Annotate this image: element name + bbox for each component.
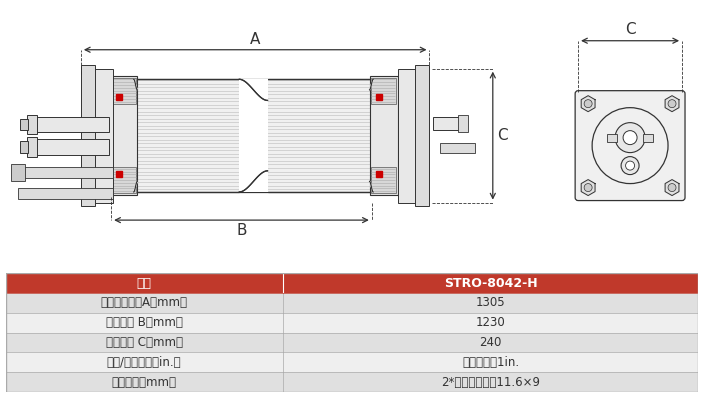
Bar [458, 115, 468, 132]
Text: 2*软管快速接口11.6×9: 2*软管快速接口11.6×9 [441, 376, 540, 388]
Bar [111, 78, 136, 104]
Text: 膜组件拉杆长A（mm）: 膜组件拉杆长A（mm） [101, 297, 188, 309]
Bar [398, 69, 419, 202]
Bar [6, 313, 698, 333]
Bar [35, 139, 109, 155]
Polygon shape [370, 79, 373, 90]
Text: 型号: 型号 [137, 277, 151, 289]
Text: B: B [237, 223, 246, 238]
Bar [415, 65, 429, 206]
Bar [134, 79, 373, 192]
Polygon shape [370, 181, 373, 192]
Bar [20, 119, 28, 130]
Bar [18, 167, 113, 178]
Bar [371, 78, 396, 104]
Circle shape [626, 161, 634, 170]
Bar [607, 133, 617, 142]
Circle shape [623, 131, 637, 145]
Text: 卡箍式接口1in.: 卡箍式接口1in. [462, 356, 519, 369]
Polygon shape [665, 96, 679, 112]
Bar [239, 79, 268, 192]
Polygon shape [582, 96, 595, 112]
Bar [370, 76, 398, 196]
Circle shape [621, 156, 639, 175]
Text: 产水接口（mm）: 产水接口（mm） [112, 376, 177, 388]
Circle shape [615, 123, 645, 152]
Text: 法兰间距 B（mm）: 法兰间距 B（mm） [106, 316, 182, 329]
Circle shape [584, 184, 592, 192]
Text: 1230: 1230 [476, 316, 505, 329]
Text: C: C [497, 128, 508, 143]
Bar [11, 164, 25, 181]
Bar [371, 167, 396, 193]
Bar [643, 133, 653, 142]
Bar [27, 137, 37, 157]
Text: 进水/浓水接口（in.）: 进水/浓水接口（in.） [107, 356, 182, 369]
Bar [92, 69, 113, 202]
Text: C: C [624, 22, 636, 37]
Polygon shape [582, 179, 595, 196]
Circle shape [584, 100, 592, 108]
Bar [440, 143, 475, 153]
Bar [35, 116, 109, 132]
Bar [6, 352, 698, 372]
Bar [111, 167, 136, 193]
Bar [20, 141, 28, 152]
Bar [6, 372, 698, 392]
Polygon shape [134, 79, 137, 90]
Bar [109, 76, 137, 196]
Polygon shape [134, 181, 137, 192]
Bar [81, 65, 95, 206]
Text: STRO-8042-H: STRO-8042-H [444, 277, 537, 289]
Bar [433, 117, 461, 130]
Bar [18, 188, 113, 199]
Bar [6, 293, 698, 313]
Bar [27, 114, 37, 134]
Text: 1305: 1305 [476, 297, 505, 309]
FancyBboxPatch shape [575, 91, 685, 200]
Bar [6, 273, 698, 293]
Circle shape [668, 100, 676, 108]
Bar [6, 333, 698, 352]
Text: 240: 240 [479, 336, 502, 349]
Circle shape [668, 184, 676, 192]
Text: A: A [250, 32, 260, 47]
Text: 法兰宽度 C（mm）: 法兰宽度 C（mm） [106, 336, 182, 349]
Polygon shape [665, 179, 679, 196]
